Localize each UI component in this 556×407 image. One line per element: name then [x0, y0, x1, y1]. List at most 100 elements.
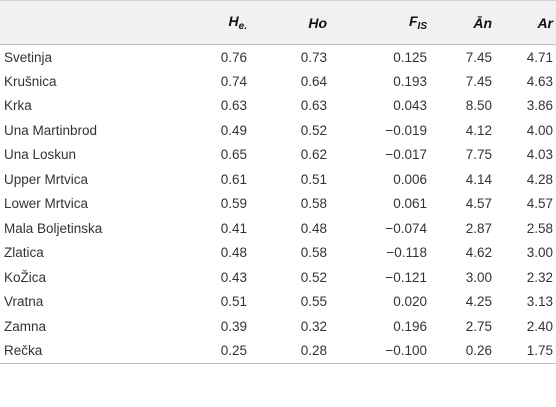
- cell-ar: 4.28: [526, 171, 553, 187]
- cell-population: Rečka: [0, 338, 170, 364]
- table-row: Una Loskun 0.65 0.62 −0.017 7.75 4.03: [0, 143, 556, 168]
- cell-he: 0.49: [220, 122, 247, 138]
- cell-population: Zamna: [4, 318, 47, 334]
- cell-population: Mala Boljetinska: [4, 220, 103, 236]
- cell-population: Krušnica: [4, 73, 57, 89]
- cell-ar: 4.63: [526, 73, 553, 89]
- cell-he: 0.61: [220, 171, 247, 187]
- header-an: Ān: [430, 0, 495, 45]
- cell-fis: 0.020: [393, 294, 427, 310]
- cell-ar: 3.13: [526, 294, 553, 310]
- cell-fis: −0.100: [330, 338, 430, 364]
- header-ar: Ar: [495, 0, 556, 45]
- cell-ho: 0.62: [300, 147, 327, 163]
- cell-ar: 4.00: [526, 122, 553, 138]
- cell-fis: −0.118: [386, 245, 427, 261]
- header-he-main: H: [228, 13, 239, 29]
- cell-ar: 1.75: [495, 338, 556, 364]
- cell-fis: −0.017: [385, 147, 427, 163]
- cell-an: 3.00: [465, 269, 492, 285]
- header-fis: FIS: [330, 0, 430, 45]
- cell-ar: 4.03: [526, 147, 553, 163]
- cell-ho: 0.55: [300, 294, 327, 310]
- cell-he: 0.63: [220, 98, 247, 114]
- cell-he: 0.43: [220, 269, 247, 285]
- cell-an: 4.57: [465, 196, 492, 212]
- table-row: Zlatica 0.48 0.58 −0.118 4.62 3.00: [0, 241, 556, 266]
- table-row: Zamna 0.39 0.32 0.196 2.75 2.40: [0, 314, 556, 339]
- cell-an: 4.62: [465, 245, 492, 261]
- cell-fis: 0.193: [393, 73, 427, 89]
- cell-population: Lower Mrtvica: [4, 196, 89, 212]
- table-row: Upper Mrtvica 0.61 0.51 0.006 4.14 4.28: [0, 167, 556, 192]
- cell-ho: 0.64: [300, 73, 327, 89]
- header-population: [0, 0, 170, 45]
- table-row: Rečka 0.25 0.28 −0.100 0.26 1.75: [0, 338, 556, 364]
- cell-population: Una Martinbrod: [4, 122, 98, 138]
- cell-fis: −0.121: [385, 269, 427, 285]
- cell-an: 4.14: [465, 171, 492, 187]
- cell-he: 0.51: [220, 294, 247, 310]
- cell-population: Upper Mrtvica: [4, 171, 89, 187]
- cell-ho: 0.58: [300, 245, 327, 261]
- header-fis-sub: IS: [417, 21, 427, 32]
- cell-ho: 0.48: [300, 220, 327, 236]
- cell-he: 0.39: [220, 318, 247, 334]
- cell-ar: 2.32: [526, 269, 553, 285]
- cell-he: 0.76: [220, 49, 247, 65]
- table-row: Una Martinbrod 0.49 0.52 −0.019 4.12 4.00: [0, 118, 556, 143]
- table-row: KoŽica 0.43 0.52 −0.121 3.00 2.32: [0, 265, 556, 290]
- cell-ho: 0.52: [300, 122, 327, 138]
- cell-ho: 0.51: [300, 171, 327, 187]
- cell-population: Una Loskun: [4, 147, 77, 163]
- cell-an: 4.12: [465, 122, 492, 138]
- cell-an: 7.45: [465, 73, 492, 89]
- cell-population: Zlatica: [4, 245, 44, 261]
- table-row: Krušnica 0.74 0.64 0.193 7.45 4.63: [0, 69, 556, 94]
- cell-ho: 0.58: [300, 196, 327, 212]
- cell-ar: 2.40: [526, 318, 553, 334]
- cell-ho: 0.52: [300, 269, 327, 285]
- cell-ho: 0.32: [300, 318, 327, 334]
- table-body: Svetinja 0.76 0.73 0.125 7.45 4.71 Krušnica 0.7…: [0, 45, 556, 364]
- cell-fis: −0.019: [385, 122, 427, 138]
- cell-an: 2.87: [465, 220, 492, 236]
- cell-ho: 0.28: [250, 338, 330, 364]
- cell-population: Krka: [4, 98, 32, 114]
- cell-he: 0.41: [220, 220, 247, 236]
- cell-fis: 0.196: [393, 318, 427, 334]
- header-he: He.: [170, 0, 250, 45]
- cell-ar: 2.58: [526, 220, 553, 236]
- cell-fis: 0.043: [393, 98, 427, 114]
- cell-an: 7.75: [465, 147, 492, 163]
- cell-population: Vratna: [4, 294, 44, 310]
- cell-ho: 0.73: [300, 49, 327, 65]
- cell-fis: 0.125: [393, 49, 427, 65]
- cell-an: 7.45: [465, 49, 492, 65]
- header-he-sub: e.: [238, 21, 247, 32]
- cell-he: 0.74: [220, 73, 247, 89]
- cell-he: 0.65: [220, 147, 247, 163]
- genetic-diversity-table: He. Ho FIS Ān Ar Svetinja 0.76 0.73 0.125 7.…: [0, 0, 556, 364]
- cell-ho: 0.63: [300, 98, 327, 114]
- table-row: Lower Mrtvica 0.59 0.58 0.061 4.57 4.57: [0, 192, 556, 217]
- cell-he: 0.25: [170, 338, 250, 364]
- cell-fis: 0.006: [393, 171, 427, 187]
- header-row: He. Ho FIS Ān Ar: [0, 0, 556, 45]
- table-row: Svetinja 0.76 0.73 0.125 7.45 4.71: [0, 45, 556, 70]
- header-fis-main: F: [408, 13, 418, 29]
- cell-an: 8.50: [465, 98, 492, 114]
- cell-population: KoŽica: [4, 269, 47, 285]
- cell-an: 0.26: [430, 338, 495, 364]
- cell-he: 0.59: [220, 196, 247, 212]
- cell-ar: 4.71: [526, 49, 553, 65]
- table-row: Vratna 0.51 0.55 0.020 4.25 3.13: [0, 290, 556, 315]
- cell-an: 2.75: [465, 318, 492, 334]
- cell-he: 0.48: [220, 245, 247, 261]
- table-row: Krka 0.63 0.63 0.043 8.50 3.86: [0, 94, 556, 119]
- cell-ar: 3.00: [526, 245, 553, 261]
- table-header: He. Ho FIS Ān Ar: [0, 0, 556, 45]
- cell-ar: 4.57: [526, 196, 553, 212]
- header-ho: Ho: [250, 0, 330, 45]
